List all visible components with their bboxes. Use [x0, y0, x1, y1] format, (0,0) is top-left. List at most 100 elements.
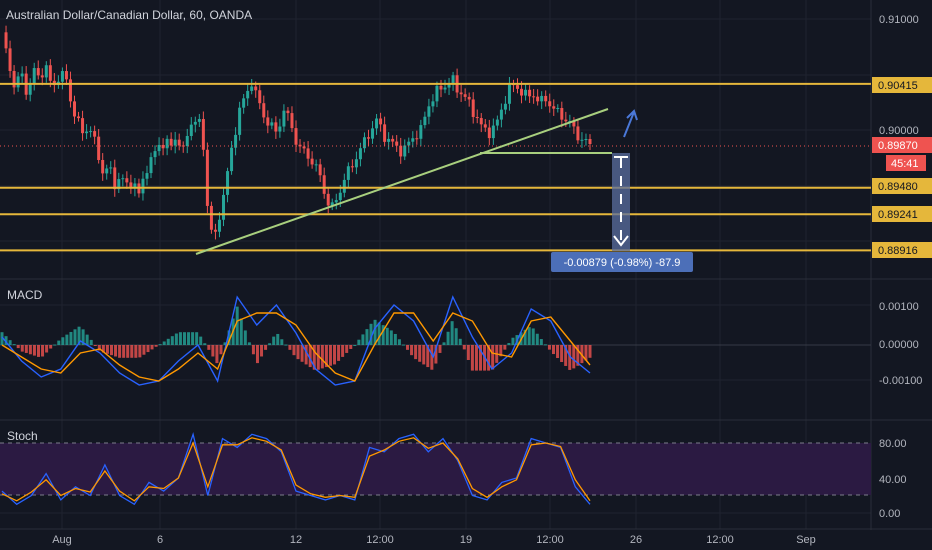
- macd-histogram-bar: [507, 343, 511, 345]
- arrow-up-icon[interactable]: [623, 109, 638, 138]
- macd-histogram-bar: [304, 345, 308, 365]
- macd-histogram-bar: [187, 332, 191, 345]
- stoch-band: [0, 443, 871, 495]
- macd-histogram-bar: [219, 345, 223, 355]
- macd-histogram: [0, 306, 592, 371]
- macd-histogram-bar: [65, 334, 69, 345]
- candle-body: [334, 200, 338, 203]
- macd-histogram-bar: [97, 345, 101, 351]
- macd-histogram-bar: [150, 345, 154, 350]
- candle-body: [213, 229, 217, 232]
- macd-histogram-bar: [556, 345, 560, 359]
- candle-body: [254, 86, 258, 91]
- macd-histogram-bar: [4, 336, 8, 345]
- candle-body: [238, 107, 242, 135]
- candle-body: [427, 106, 431, 117]
- candle-body: [326, 193, 330, 206]
- candle-body: [548, 101, 552, 107]
- macd-histogram-bar: [292, 345, 296, 356]
- macd-histogram-bar: [243, 330, 247, 345]
- macd-axis-label: -0.00100: [879, 375, 922, 387]
- macd-histogram-bar: [349, 345, 353, 349]
- measure-label: -0.00879 (-0.98%) -87.9: [564, 257, 681, 269]
- macd-histogram-bar: [280, 339, 284, 345]
- candle-body: [282, 110, 286, 127]
- candle-body: [572, 121, 576, 127]
- candle-body: [97, 136, 101, 160]
- candle-body: [379, 118, 383, 125]
- candle-body: [366, 137, 370, 139]
- macd-histogram-bar: [547, 345, 551, 350]
- level-tag[interactable]: 0.89241: [872, 206, 932, 222]
- macd-histogram-bar: [251, 345, 255, 355]
- candle-body: [528, 89, 532, 97]
- macd-histogram-bar: [393, 333, 397, 345]
- macd-histogram-bar: [28, 345, 32, 355]
- macd-histogram-bar: [203, 343, 207, 345]
- candle-body: [185, 135, 189, 147]
- candle-body: [302, 146, 306, 149]
- candle-body: [197, 119, 201, 122]
- candle-body: [495, 119, 499, 126]
- macd-histogram-bar: [255, 345, 259, 364]
- stoch-pane-label[interactable]: Stoch: [7, 429, 38, 443]
- candle-body: [149, 157, 153, 174]
- candle-body: [246, 90, 250, 99]
- macd-pane-label[interactable]: MACD: [7, 288, 43, 302]
- candle-body: [391, 138, 395, 142]
- level-tag[interactable]: 0.90415: [872, 77, 932, 93]
- macd-histogram-bar: [422, 345, 426, 365]
- chart-title[interactable]: Australian Dollar/Canadian Dollar, 60, O…: [6, 8, 253, 22]
- level-tag[interactable]: 0.88916: [872, 242, 932, 258]
- macd-histogram-bar: [126, 345, 130, 358]
- candle-body: [72, 101, 76, 117]
- macd-histogram-bar: [154, 345, 158, 347]
- candle-body: [270, 122, 274, 126]
- candle-body: [205, 149, 209, 206]
- candle-body: [447, 84, 451, 88]
- time-axis-label: 26: [630, 534, 642, 546]
- level-tag-label: 0.89480: [878, 181, 918, 193]
- candle-body: [556, 107, 560, 109]
- macd-histogram-bar: [296, 345, 300, 360]
- macd-histogram-bar: [584, 345, 588, 361]
- time-axis-label: 12:00: [366, 534, 394, 546]
- macd-signal-line: [1, 312, 591, 382]
- macd-histogram-bar: [418, 345, 422, 362]
- macd-histogram-bar: [73, 329, 77, 345]
- candle-body: [342, 179, 346, 193]
- macd-histogram-bar: [199, 336, 203, 345]
- level-lines[interactable]: [0, 82, 871, 252]
- level-tag[interactable]: 0.89480: [872, 178, 932, 194]
- macd-histogram-bar: [414, 345, 418, 360]
- macd-histogram-bar: [89, 339, 93, 345]
- stoch-axis-label: 0.00: [879, 508, 900, 520]
- candle-body: [64, 71, 68, 80]
- candle-body: [532, 96, 536, 98]
- candle-body: [576, 126, 580, 141]
- candle-body: [524, 89, 528, 96]
- ascending-trendline[interactable]: [195, 108, 609, 255]
- price-range-measure[interactable]: -0.00879 (-0.98%) -87.9: [551, 153, 693, 272]
- macd-histogram-bar: [284, 344, 288, 346]
- candle-body: [81, 118, 85, 134]
- macd-histogram-bar: [401, 344, 405, 346]
- candle-body: [44, 65, 48, 78]
- candle-body: [36, 68, 40, 76]
- candle-body: [113, 167, 117, 190]
- stoch-axis-label: 80.00: [879, 438, 907, 450]
- candle-body: [101, 159, 105, 174]
- candle-body: [520, 88, 524, 96]
- macd-histogram-bar: [247, 342, 251, 345]
- candlestick-series[interactable]: [4, 25, 592, 240]
- macd-axis-label: 0.00000: [879, 339, 919, 351]
- candle-body: [226, 171, 230, 195]
- macd-histogram-bar: [182, 332, 186, 345]
- macd-histogram-bar: [434, 345, 438, 364]
- candle-body: [503, 103, 507, 110]
- macd-histogram-bar: [535, 333, 539, 345]
- macd-histogram-bar: [109, 345, 113, 356]
- candle-body: [217, 219, 221, 232]
- current-price-tag[interactable]: 0.89870 45:41: [872, 137, 932, 171]
